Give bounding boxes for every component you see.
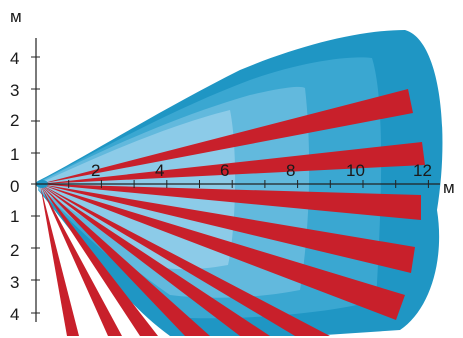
detection-beam [40,184,122,336]
y-tick-label: 1 [10,145,19,164]
x-axis-ticks [35,180,429,188]
y-axis-unit-label: м [10,7,22,26]
detection-beam [40,184,421,220]
detection-beam [40,89,413,184]
x-tick-label: 8 [286,161,295,180]
detection-beam [40,184,405,320]
y-tick-label: 4 [10,49,19,68]
detection-beam [40,184,79,336]
y-tick-label: 2 [10,111,19,130]
detection-beam [40,184,330,336]
detection-beam [40,184,210,336]
x-tick-label: 2 [91,161,100,180]
detection-beam [40,184,158,336]
detection-beam [40,184,270,336]
y-tick-label: 2 [10,241,19,260]
y-tick-label: 1 [10,207,19,226]
detection-beam [40,184,415,273]
y-tick-label: 0 [10,177,19,196]
y-tick-label: 3 [10,81,19,100]
beam-fan [40,89,425,336]
x-tick-label: 4 [155,161,164,180]
y-tick-label: 4 [10,305,19,324]
x-axis-unit-label: м [443,178,455,197]
detection-beam [40,142,425,184]
y-tick-label: 3 [10,273,19,292]
x-tick-label: 6 [220,161,229,180]
x-tick-label: 10 [346,161,365,180]
y-axis-ticks [31,56,40,314]
x-tick-label: 12 [413,161,432,180]
